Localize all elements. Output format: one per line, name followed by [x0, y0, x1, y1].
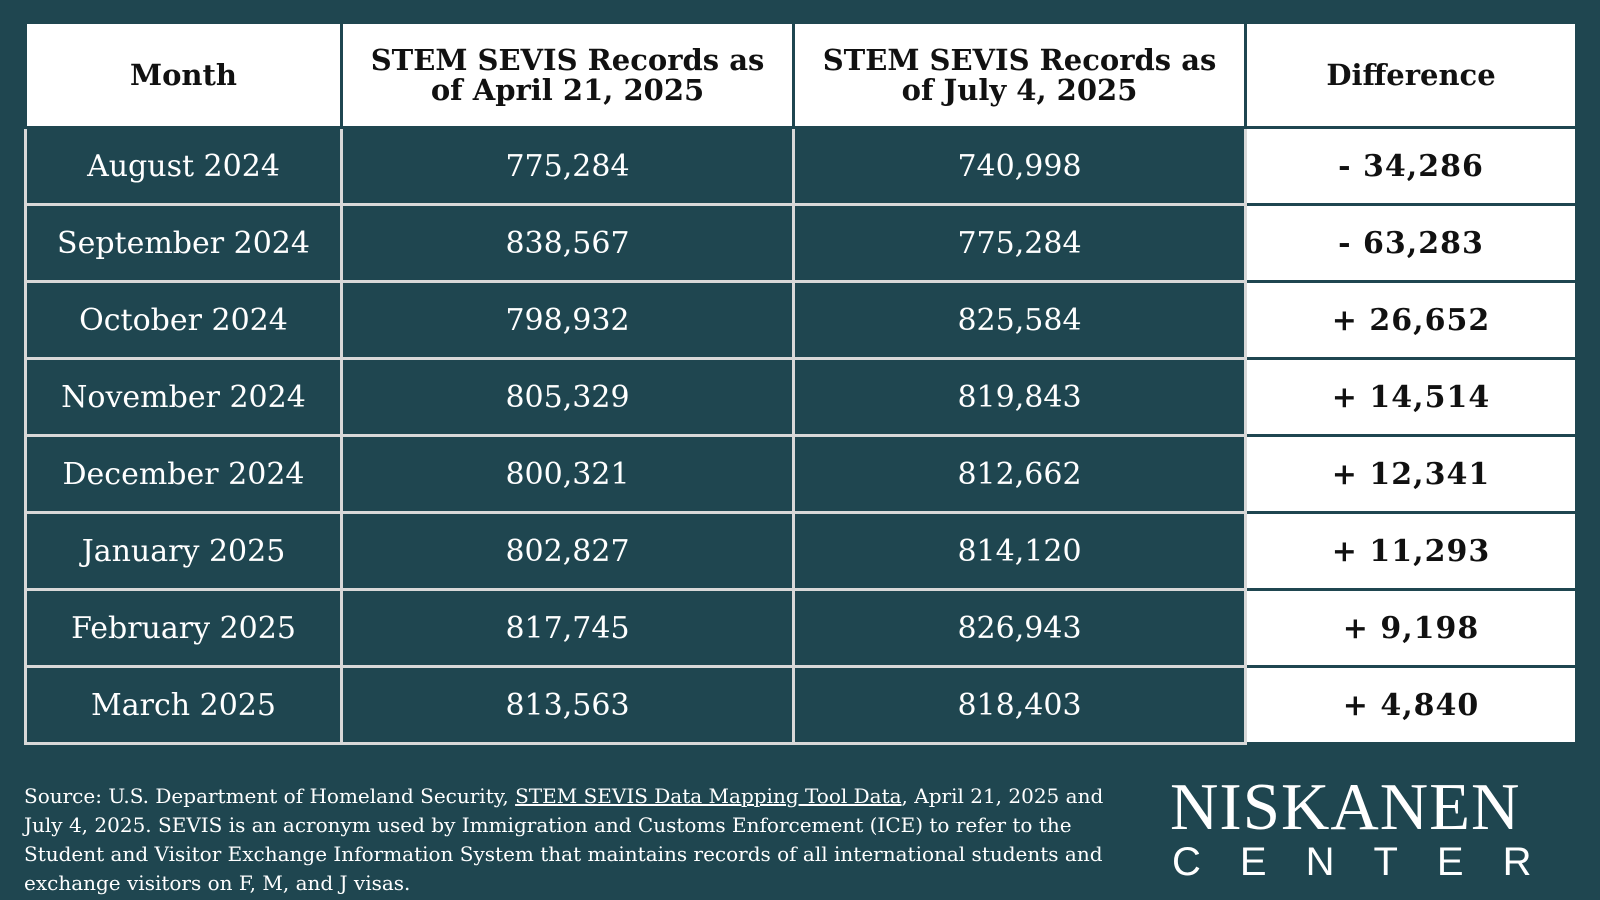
cell-difference: + 14,514 [1247, 360, 1575, 437]
cell-month: October 2024 [24, 283, 343, 360]
source-suffix: , April 21, 2025 and July 4, 2025. [24, 784, 1104, 837]
table-row: September 2024 838,567 775,284- 63,283 [24, 206, 1575, 283]
cell-difference: + 26,652 [1247, 283, 1575, 360]
header-month: Month [24, 24, 343, 129]
cell-month: August 2024 [24, 129, 343, 206]
cell-april-records: 813,563 [343, 668, 795, 745]
cell-month: November 2024 [24, 360, 343, 437]
table-row: December 2024 800,321 812,662 + 12,341 [24, 437, 1575, 514]
cell-month: March 2025 [24, 668, 343, 745]
cell-april-records: 817,745 [343, 591, 795, 668]
source-note: Source: U.S. Department of Homeland Secu… [24, 782, 1144, 898]
cell-month: January 2025 [24, 514, 343, 591]
cell-july-records: 775,284 [795, 206, 1247, 283]
cell-difference: - 63,283 [1247, 206, 1575, 283]
source-prefix: Source: U.S. Department of Homeland Secu… [24, 784, 516, 808]
cell-july-records: 826,943 [795, 591, 1247, 668]
cell-month: February 2025 [24, 591, 343, 668]
cell-april-records: 805,329 [343, 360, 795, 437]
table-row: October 2024 798,932 825,584 + 26,652 [24, 283, 1575, 360]
logo-wordmark-top: NISKANEN [1170, 770, 1521, 844]
cell-april-records: 798,932 [343, 283, 795, 360]
cell-july-records: 819,843 [795, 360, 1247, 437]
logo-wordmark-bottom: CENTER [1172, 840, 1571, 884]
table-row: November 2024 805,329 819,843 + 14,514 [24, 360, 1575, 437]
cell-july-records: 812,662 [795, 437, 1247, 514]
cell-july-records: 740,998 [795, 129, 1247, 206]
table-row: March 2025 813,563 818,403 + 4,840 [24, 668, 1575, 745]
source-link[interactable]: STEM SEVIS Data Mapping Tool Data [515, 784, 902, 808]
cell-month: December 2024 [24, 437, 343, 514]
header-april-records: STEM SEVIS Records as of April 21, 2025 [343, 24, 795, 129]
cell-difference: + 9,198 [1247, 591, 1575, 668]
header-july-records: STEM SEVIS Records as of July 4, 2025 [795, 24, 1247, 129]
cell-difference: + 11,293 [1247, 514, 1575, 591]
cell-july-records: 825,584 [795, 283, 1247, 360]
cell-july-records: 814,120 [795, 514, 1247, 591]
sevis-table: Month STEM SEVIS Records as of April 21,… [24, 24, 1575, 745]
table-header-row: Month STEM SEVIS Records as of April 21,… [24, 24, 1575, 129]
cell-april-records: 802,827 [343, 514, 795, 591]
cell-april-records: 775,284 [343, 129, 795, 206]
cell-july-records: 818,403 [795, 668, 1247, 745]
cell-difference: + 12,341 [1247, 437, 1575, 514]
cell-difference: + 4,840 [1247, 668, 1575, 745]
table-body: August 2024 775,284 740,998- 34,286 Septemb… [24, 129, 1575, 745]
header-difference: Difference [1247, 24, 1575, 129]
table-row: February 2025 817,745 826,943 + 9,198 [24, 591, 1575, 668]
cell-april-records: 838,567 [343, 206, 795, 283]
cell-difference: - 34,286 [1247, 129, 1575, 206]
cell-april-records: 800,321 [343, 437, 795, 514]
table-row: August 2024 775,284 740,998- 34,286 [24, 129, 1575, 206]
table-row: January 2025 802,827 814,120 + 11,293 [24, 514, 1575, 591]
niskanen-center-logo: NISKANEN CENTER [1170, 770, 1571, 885]
cell-month: September 2024 [24, 206, 343, 283]
sevis-definition: SEVIS is an acronym used by Immigration … [24, 813, 1103, 895]
